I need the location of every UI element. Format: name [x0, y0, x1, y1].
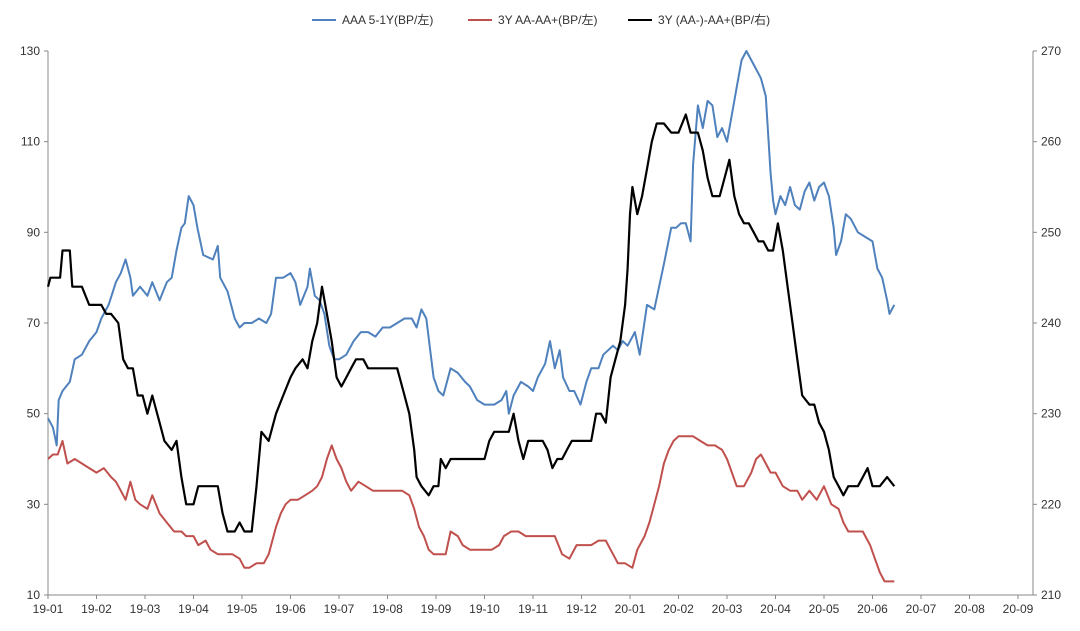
y2-tick-label: 220 [1041, 497, 1061, 511]
y2-tick-label: 250 [1041, 225, 1061, 239]
axes: 10 30 50 70 90 110 130 210 220 230 240 250 260 270 19-… [20, 44, 1061, 616]
series-line-3 [46, 113, 896, 533]
x-tick-label: 19-05 [227, 602, 258, 616]
series-line-1 [47, 50, 896, 447]
series-lines [46, 50, 896, 583]
x-tick-label: 20-03 [712, 602, 743, 616]
x-tick-label: 19-03 [130, 602, 161, 616]
y2-tick-label: 260 [1041, 135, 1061, 149]
x-tick-label: 20-09 [1003, 602, 1034, 616]
y2-tick-label: 240 [1041, 316, 1061, 330]
y-tick-label: 50 [27, 407, 41, 421]
legend-label-1: AAA 5-1Y(BP/左) [342, 12, 433, 27]
legend-label-2: 3Y AA-AA+(BP/左) [498, 12, 598, 27]
y2-tick-label: 270 [1041, 44, 1061, 58]
y-tick-label: 10 [27, 588, 41, 602]
y-tick-label: 90 [27, 225, 41, 239]
y2-tick-label: 230 [1041, 407, 1061, 421]
x-tick-label: 19-02 [81, 602, 112, 616]
x-tick-label: 19-01 [33, 602, 64, 616]
y-tick-label: 130 [20, 44, 40, 58]
x-tick-label: 20-02 [663, 602, 694, 616]
x-tick-label: 20-05 [809, 602, 840, 616]
x-tick-label: 20-04 [760, 602, 791, 616]
x-tick-label: 19-08 [372, 602, 403, 616]
y-tick-label: 30 [27, 497, 41, 511]
y2-tick-label: 210 [1041, 588, 1061, 602]
x-tick-label: 20-08 [954, 602, 985, 616]
x-tick-label: 20-07 [906, 602, 937, 616]
x-tick-label: 19-06 [275, 602, 306, 616]
x-tick-label: 20-01 [615, 602, 646, 616]
x-tick-label: 19-09 [421, 602, 452, 616]
x-tick-label: 19-11 [518, 602, 548, 616]
x-tick-label: 19-10 [469, 602, 500, 616]
x-tick-label: 19-04 [178, 602, 209, 616]
x-tick-label: 19-07 [324, 602, 355, 616]
legend: AAA 5-1Y(BP/左) 3Y AA-AA+(BP/左) 3Y (AA-)-AA… [312, 12, 770, 27]
y-tick-label: 110 [21, 135, 40, 149]
series-line-2 [47, 435, 895, 583]
x-tick-label: 19-12 [566, 602, 597, 616]
x-tick-label: 20-06 [857, 602, 888, 616]
legend-label-3: 3Y (AA-)-AA+(BP/右) [658, 12, 770, 27]
y-tick-label: 70 [27, 316, 41, 330]
